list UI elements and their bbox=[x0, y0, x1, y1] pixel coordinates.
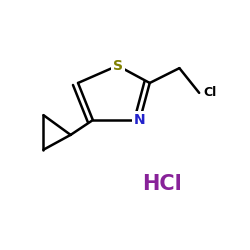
Text: S: S bbox=[112, 59, 122, 73]
Text: HCl: HCl bbox=[142, 174, 182, 194]
Text: Cl: Cl bbox=[203, 86, 216, 99]
Text: N: N bbox=[134, 113, 146, 127]
